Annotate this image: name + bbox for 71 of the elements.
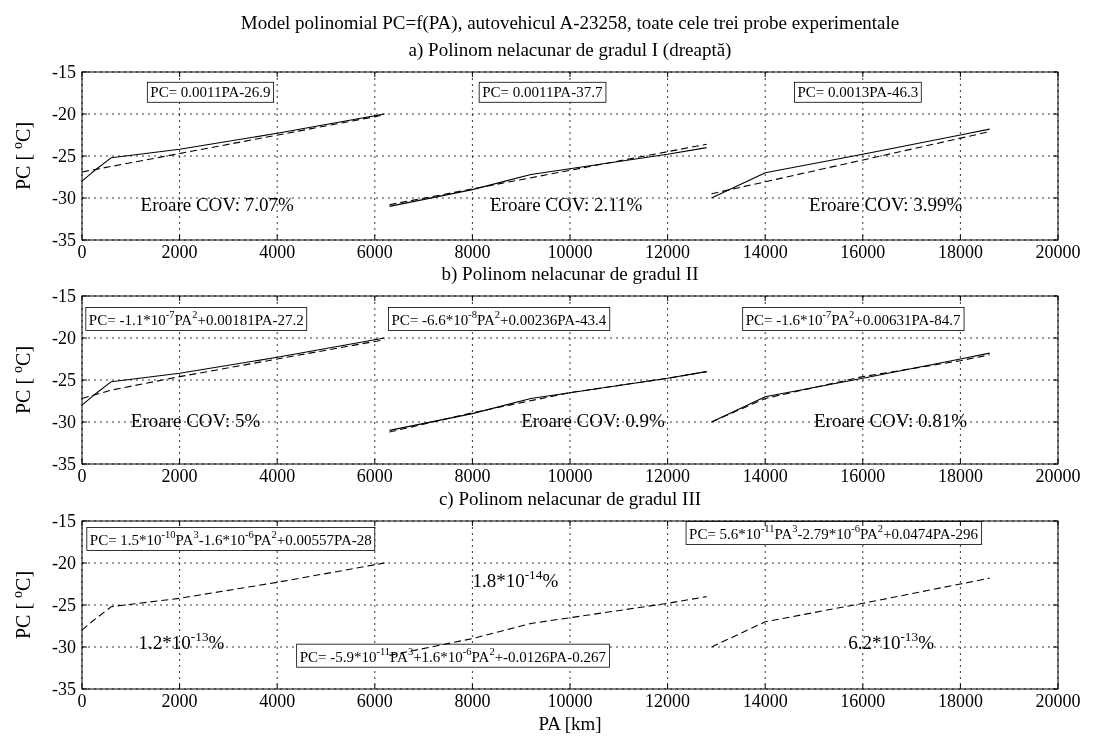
chart-title: Model polinomial PC=f(PA), autovehicul A-23258, toate cele trei probe experimentale bbox=[240, 12, 900, 34]
x-tick-label: 2000 bbox=[161, 691, 198, 711]
x-tick-label: 6000 bbox=[356, 466, 393, 486]
x-tick-label: 16000 bbox=[840, 242, 886, 262]
text: PC= 1.5*10$^{-10}$PA$^{3}$-1.6*10$^{-6}$PA$^{2}$+0.00557PA-28 bbox=[89, 529, 372, 549]
y-tick-label: -30 bbox=[52, 637, 76, 657]
annotation: 1.8*10$^{-14}$% bbox=[472, 566, 559, 592]
y-tick-label: -25 bbox=[52, 370, 76, 390]
annotation: 1.2*10$^{-13}$% bbox=[138, 628, 225, 654]
x-tick-label: 8000 bbox=[454, 466, 491, 486]
x-tick-label: 2000 bbox=[161, 466, 198, 486]
y-tick-label: -35 bbox=[52, 679, 76, 699]
x-tick-label: 0 bbox=[77, 242, 87, 262]
x-tick-label: 8000 bbox=[454, 242, 491, 262]
y-tick-label: -25 bbox=[52, 146, 76, 166]
annotation: Eroare COV: 0.9% bbox=[521, 410, 666, 432]
annotation: Eroare COV: 5% bbox=[130, 410, 261, 432]
y-tick-label: -20 bbox=[52, 104, 76, 124]
x-axis-title: PA [km] bbox=[538, 713, 602, 734]
x-tick-label: 6000 bbox=[356, 691, 393, 711]
x-tick-label: 0 bbox=[77, 466, 87, 486]
x-tick-label: 2000 bbox=[161, 242, 198, 262]
annotation: PC= -1.1*10$^{-7}$PA$^{2}$+0.00181PA-27.2 bbox=[88, 309, 304, 329]
y-tick-label: -15 bbox=[52, 286, 76, 306]
annotation: Eroare COV: 7.07% bbox=[140, 194, 294, 216]
y-tick-label: -20 bbox=[52, 328, 76, 348]
annotation: PC= -1.6*10$^{-7}$PA$^{2}$+0.00631PA-84.7 bbox=[745, 309, 962, 329]
x-tick-label: 14000 bbox=[742, 242, 788, 262]
y-tick-label: -30 bbox=[52, 412, 76, 432]
x-tick-label: 16000 bbox=[840, 691, 886, 711]
annotation: PC= 0.0011PA-26.9 bbox=[150, 84, 271, 101]
x-tick-label: 4000 bbox=[259, 242, 296, 262]
x-tick-label: 16000 bbox=[840, 466, 886, 486]
text: PC= -5.9*10$^{-11}$PA$^{3}$+1.6*10$^{-6}$PA$^{2}$+-0.0126PA-0.267 bbox=[299, 646, 606, 666]
x-tick-label: 4000 bbox=[259, 466, 296, 486]
y-tick-label: -15 bbox=[52, 62, 76, 82]
y-tick-label: -25 bbox=[52, 595, 76, 615]
x-tick-label: 10000 bbox=[547, 466, 593, 486]
x-tick-label: 10000 bbox=[547, 242, 593, 262]
x-tick-label: 8000 bbox=[454, 691, 491, 711]
chart-subtitle: c) Polinom nelacunar de gradul III bbox=[438, 488, 702, 510]
x-tick-label: 18000 bbox=[937, 242, 983, 262]
x-tick-label: 6000 bbox=[356, 242, 393, 262]
text: PC= 5.6*10$^{-11}$PA$^{3}$-2.79*10$^{-6}$PA$^{2}$+0.0474PA-296 bbox=[689, 523, 979, 543]
x-tick-label: 14000 bbox=[742, 691, 788, 711]
annotation: 6.2*10$^{-13}$% bbox=[848, 628, 935, 654]
x-tick-label: 4000 bbox=[259, 691, 296, 711]
x-tick-label: 18000 bbox=[937, 691, 983, 711]
y-tick-label: -20 bbox=[52, 553, 76, 573]
x-tick-label: 12000 bbox=[645, 466, 691, 486]
x-tick-label: 20000 bbox=[1035, 691, 1081, 711]
x-tick-label: 12000 bbox=[645, 691, 691, 711]
y-tick-label: -30 bbox=[52, 188, 76, 208]
x-tick-label: 18000 bbox=[937, 466, 983, 486]
chart-subtitle: b) Polinom nelacunar de gradul II bbox=[441, 263, 699, 285]
x-tick-label: 14000 bbox=[742, 466, 788, 486]
annotation: PC= -6.6*10$^{-8}$PA$^{2}$+0.00236PA-43.4 bbox=[391, 309, 607, 329]
annotation: PC= 0.0011PA-37.7 bbox=[482, 84, 603, 101]
x-tick-label: 10000 bbox=[547, 691, 593, 711]
x-tick-label: 20000 bbox=[1035, 466, 1081, 486]
y-tick-label: -15 bbox=[52, 511, 76, 531]
y-tick-label: -35 bbox=[52, 230, 76, 250]
x-tick-label: 0 bbox=[77, 691, 87, 711]
x-tick-label: 20000 bbox=[1035, 242, 1081, 262]
annotation: Eroare COV: 0.81% bbox=[814, 410, 968, 432]
x-tick-label: 12000 bbox=[645, 242, 691, 262]
y-tick-label: -35 bbox=[52, 454, 76, 474]
annotation: Eroare COV: 2.11% bbox=[489, 194, 643, 216]
annotation: PC= 0.0013PA-46.3 bbox=[797, 84, 919, 101]
annotation: Eroare COV: 3.99% bbox=[809, 194, 963, 216]
chart-subtitle: a) Polinom nelacunar de gradul I (dreaptă) bbox=[408, 39, 732, 61]
